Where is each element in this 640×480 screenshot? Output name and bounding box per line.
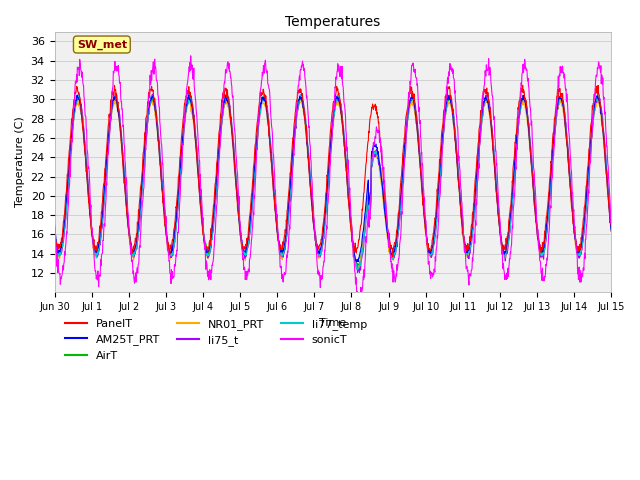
Legend: PanelT, AM25T_PRT, AirT, NR01_PRT, li75_t, li77_temp, sonicT: PanelT, AM25T_PRT, AirT, NR01_PRT, li75_…: [60, 314, 371, 365]
Y-axis label: Temperature (C): Temperature (C): [15, 117, 25, 207]
X-axis label: Time: Time: [319, 318, 346, 328]
Title: Temperatures: Temperatures: [285, 15, 381, 29]
Text: SW_met: SW_met: [77, 39, 127, 49]
